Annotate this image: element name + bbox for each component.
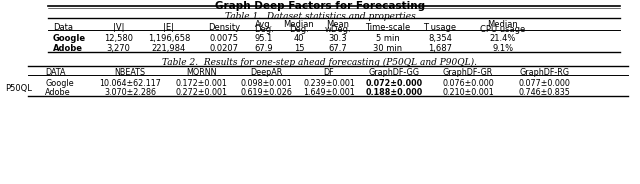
Text: Google: Google	[53, 34, 86, 43]
Text: 40: 40	[294, 34, 304, 43]
Text: 95.1: 95.1	[255, 34, 273, 43]
Text: MQRNN: MQRNN	[186, 68, 217, 77]
Text: DF: DF	[324, 68, 334, 77]
Text: 0.239±0.001: 0.239±0.001	[303, 79, 355, 88]
Text: Avg.: Avg.	[255, 20, 273, 29]
Text: 10.064±62.117: 10.064±62.117	[99, 79, 161, 88]
Text: Median: Median	[488, 20, 518, 29]
Text: 30 min: 30 min	[373, 44, 403, 53]
Text: GraphDF-GG: GraphDF-GG	[369, 68, 419, 77]
Text: CPU usage: CPU usage	[481, 25, 525, 34]
Text: 0.746±0.835: 0.746±0.835	[518, 88, 570, 97]
Text: Graph Deep Factors for Forecasting: Graph Deep Factors for Forecasting	[215, 1, 425, 11]
Text: 1,687: 1,687	[428, 44, 452, 53]
Text: 15: 15	[294, 44, 304, 53]
Text: 0.072±0.000: 0.072±0.000	[365, 79, 422, 88]
Text: Median: Median	[284, 20, 314, 29]
Text: 8,354: 8,354	[428, 34, 452, 43]
Text: Deg.: Deg.	[289, 25, 309, 34]
Text: NBEATS: NBEATS	[115, 68, 145, 77]
Text: 67.9: 67.9	[255, 44, 273, 53]
Text: 12,580: 12,580	[104, 34, 133, 43]
Text: 67.7: 67.7	[328, 44, 348, 53]
Text: Deg.: Deg.	[254, 25, 274, 34]
Text: 0.0207: 0.0207	[209, 44, 239, 53]
Text: wDeg.: wDeg.	[324, 25, 351, 34]
Text: Adobe: Adobe	[53, 44, 83, 53]
Text: P50QL: P50QL	[5, 84, 32, 93]
Text: 3,270: 3,270	[107, 44, 131, 53]
Text: Density: Density	[208, 22, 240, 31]
Text: Google: Google	[45, 79, 74, 88]
Text: Time-scale: Time-scale	[365, 22, 411, 31]
Text: 1.649±0.001: 1.649±0.001	[303, 88, 355, 97]
Text: 0.098±0.001: 0.098±0.001	[241, 79, 292, 88]
Text: 221,984: 221,984	[152, 44, 186, 53]
Text: Data: Data	[53, 22, 73, 31]
Text: 21.4%: 21.4%	[490, 34, 516, 43]
Text: T usage: T usage	[424, 22, 456, 31]
Text: DATA: DATA	[45, 68, 65, 77]
Text: GraphDF-RG: GraphDF-RG	[519, 68, 569, 77]
Text: 30.3: 30.3	[329, 34, 348, 43]
Text: 0.077±0.000: 0.077±0.000	[518, 79, 570, 88]
Text: DeepAR: DeepAR	[250, 68, 283, 77]
Text: 0.272±0.001: 0.272±0.001	[175, 88, 227, 97]
Text: 0.172±0.001: 0.172±0.001	[175, 79, 227, 88]
Text: |E|: |E|	[163, 22, 175, 31]
Text: 0.619±0.026: 0.619±0.026	[241, 88, 292, 97]
Text: Table 2.  Results for one-step ahead forecasting (P50QL and P90QL).: Table 2. Results for one-step ahead fore…	[163, 58, 477, 67]
Text: Table 1.  Dataset statistics and properties: Table 1. Dataset statistics and properti…	[225, 12, 415, 21]
Text: 3.070±2.286: 3.070±2.286	[104, 88, 156, 97]
Text: 0.188±0.000: 0.188±0.000	[365, 88, 422, 97]
Text: GraphDF-GR: GraphDF-GR	[443, 68, 493, 77]
Text: Adobe: Adobe	[45, 88, 70, 97]
Text: 5 min: 5 min	[376, 34, 400, 43]
Text: 0.076±0.000: 0.076±0.000	[442, 79, 494, 88]
Text: 1,196,658: 1,196,658	[148, 34, 190, 43]
Text: |V|: |V|	[113, 22, 124, 31]
Text: 0.0075: 0.0075	[209, 34, 239, 43]
Text: 0.210±0.001: 0.210±0.001	[442, 88, 494, 97]
Text: 9.1%: 9.1%	[492, 44, 513, 53]
Text: Mean: Mean	[326, 20, 349, 29]
